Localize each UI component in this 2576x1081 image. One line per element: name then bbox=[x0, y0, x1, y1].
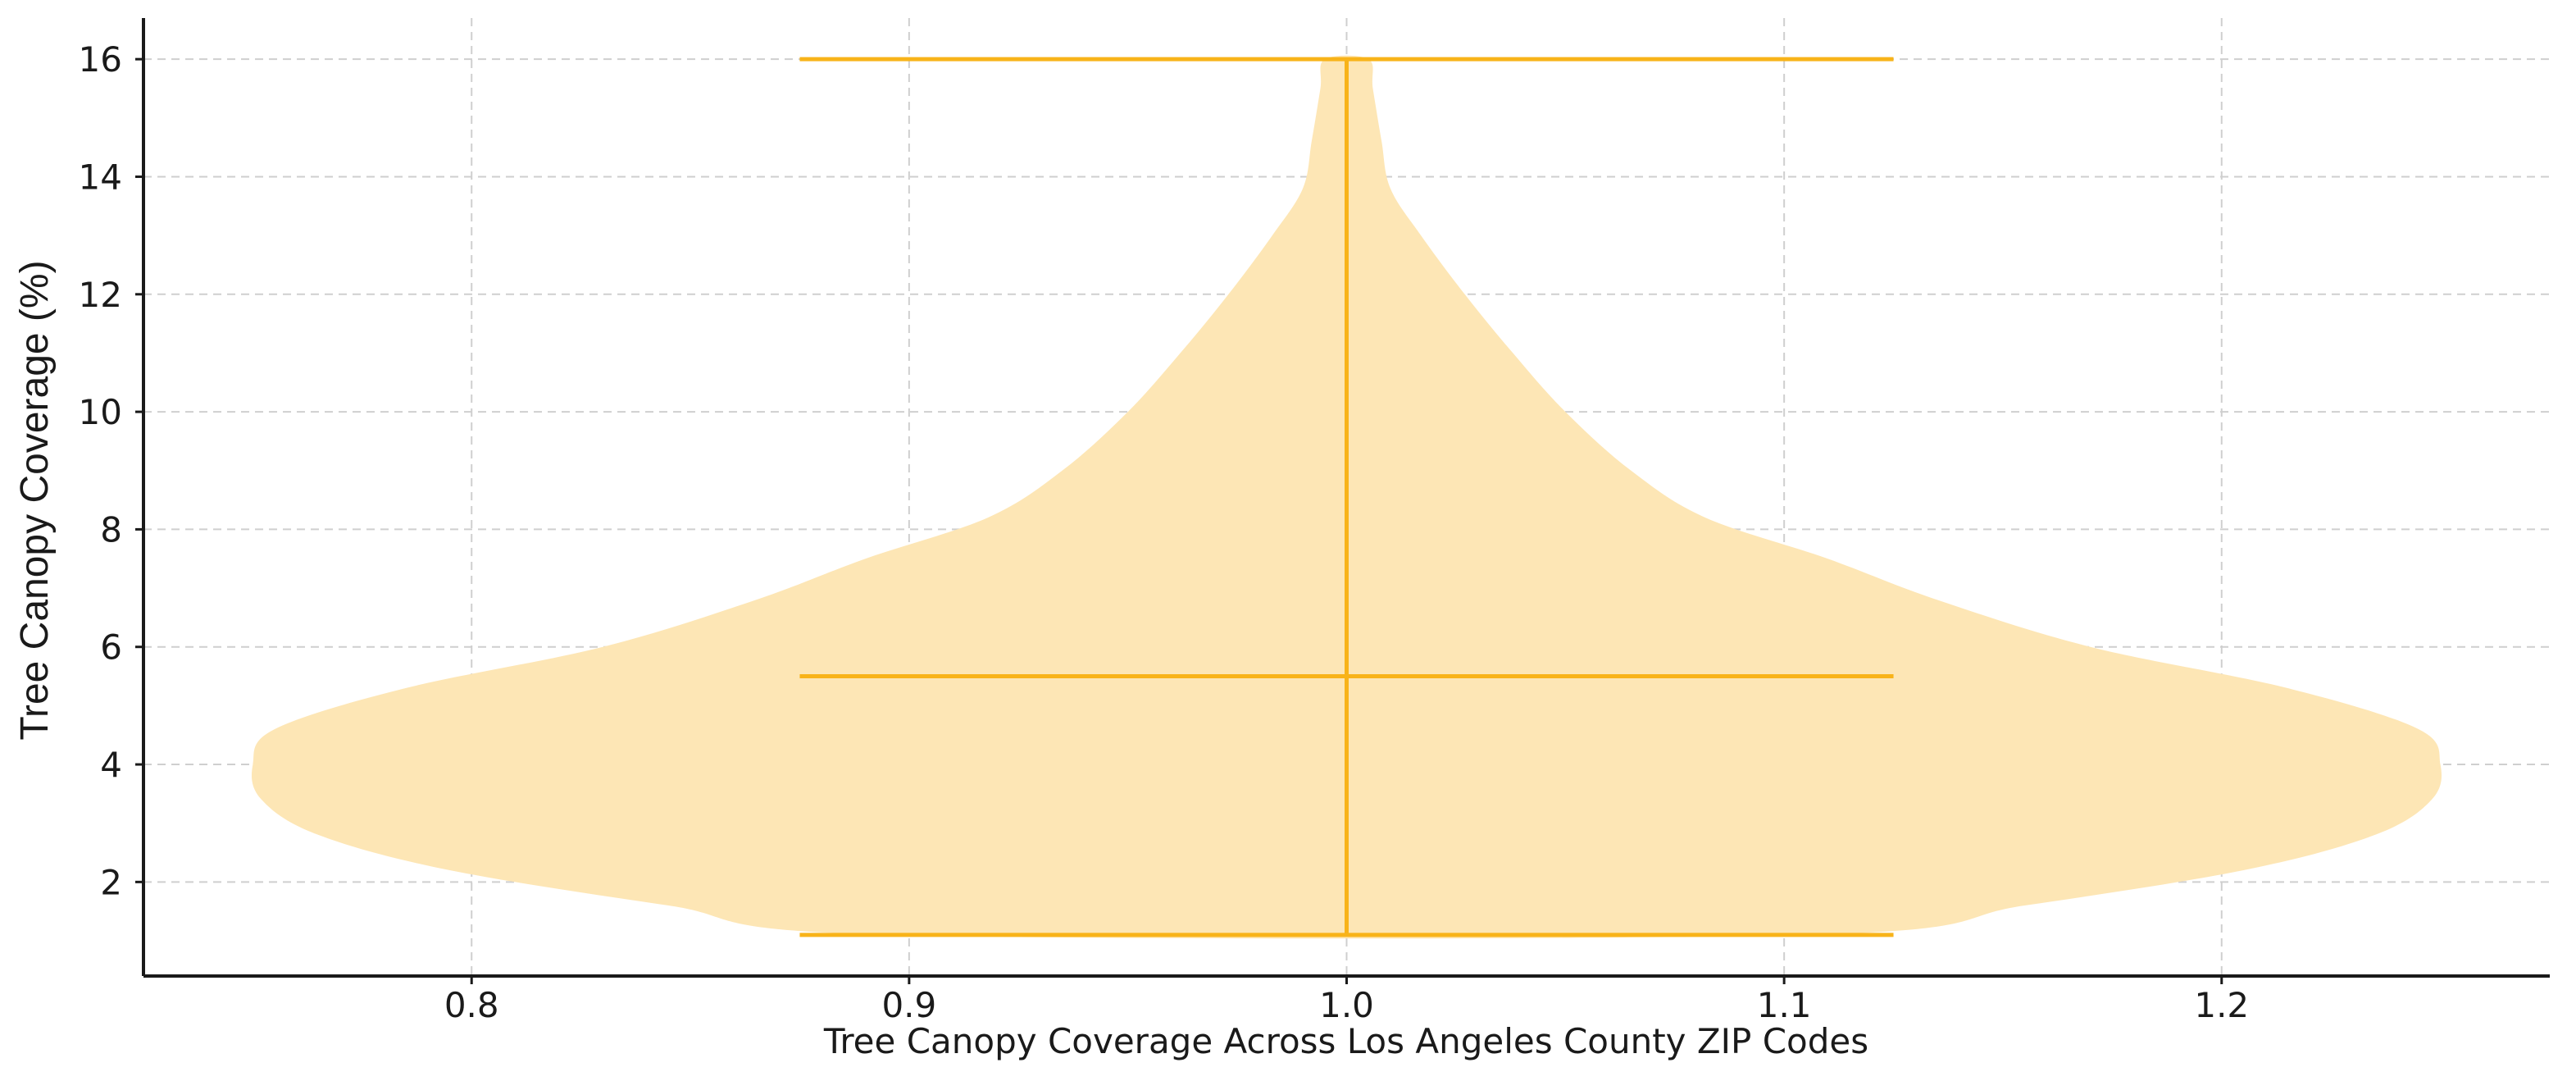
y-tick-label: 14 bbox=[79, 157, 122, 197]
axes bbox=[135, 18, 2550, 984]
x-tick-label: 0.8 bbox=[444, 985, 499, 1025]
y-tick-label: 10 bbox=[79, 392, 122, 432]
x-tick-label: 1.2 bbox=[2194, 985, 2249, 1025]
x-axis-title: Tree Canopy Coverage Across Los Angeles … bbox=[823, 1021, 1868, 1061]
x-tick-label: 0.9 bbox=[881, 985, 936, 1025]
y-tick-label: 4 bbox=[100, 745, 122, 785]
y-tick-label: 2 bbox=[100, 862, 122, 902]
y-tick-label: 12 bbox=[79, 275, 122, 315]
x-tick-label: 1.1 bbox=[1757, 985, 1812, 1025]
y-tick-label: 16 bbox=[79, 39, 122, 80]
x-tick-label: 1.0 bbox=[1319, 985, 1374, 1025]
tick-labels: 0.8 0.9 1.0 1.1 1.2 2 4 6 8 10 12 14 16 bbox=[79, 39, 2250, 1025]
y-tick-label: 6 bbox=[100, 627, 122, 668]
y-tick-label: 8 bbox=[100, 509, 122, 550]
y-axis-title: Tree Canopy Coverage (%) bbox=[13, 260, 57, 740]
violin-stat-lines bbox=[799, 57, 1894, 937]
